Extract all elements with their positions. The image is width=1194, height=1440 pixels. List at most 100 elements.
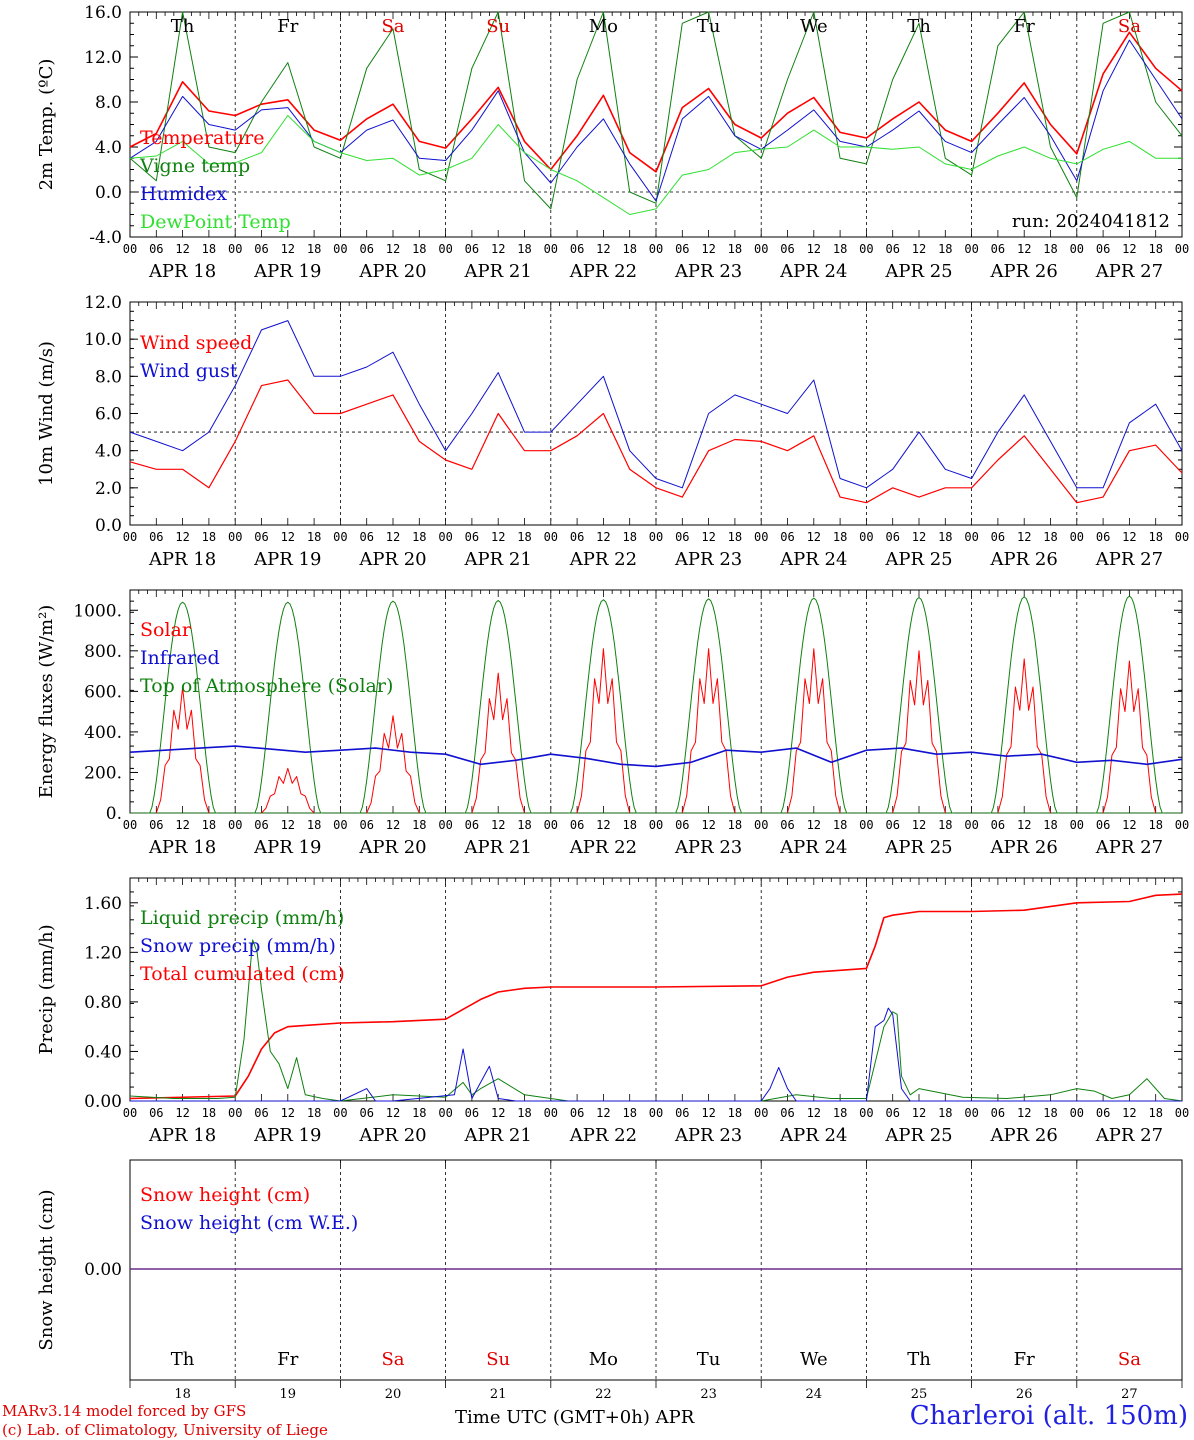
hour-tick-label: 06 [465,1106,479,1120]
series-wind-speed [129,379,1183,504]
legend-entry: Snow height (cm W.E.) [140,1212,358,1234]
hour-tick-label: 06 [570,242,584,256]
hour-tick-label: 18 [202,1106,216,1120]
hour-tick-label: 12 [1122,242,1136,256]
hour-tick-label: 06 [359,242,373,256]
series-solar [681,648,736,814]
hour-tick-label: 06 [885,242,899,256]
hour-tick-label: 00 [649,818,663,832]
hour-tick-label: 18 [202,818,216,832]
hour-tick-label: 18 [938,242,952,256]
hour-tick-label: 06 [254,818,268,832]
hour-tick-label: 18 [1043,818,1057,832]
hour-tick-label: 18 [1148,242,1162,256]
date-label: APR 22 [569,261,637,282]
series-solar [261,767,315,814]
y-tick-label: 10.0 [84,330,122,350]
wind-legend: Wind speed Wind gust [140,332,252,382]
y-tick-label: 1.20 [84,943,122,963]
y-tick-label: 0.80 [84,993,122,1013]
hour-tick-label: 06 [465,818,479,832]
hour-tick-label: 12 [807,530,821,544]
hour-tick-label: 18 [622,1106,636,1120]
precip-legend: Liquid precip (mm/h) Snow precip (mm/h) To… [140,907,345,985]
hour-tick-label: 06 [675,530,689,544]
hour-tick-label: 18 [517,1106,531,1120]
y-tick-label: 600. [84,682,122,702]
hour-tick-label: 18 [307,1106,321,1120]
day-number: 20 [385,1387,402,1402]
hour-tick-label: 00 [649,1106,663,1120]
day-number: 22 [595,1387,612,1402]
hour-tick-label: 06 [570,1106,584,1120]
series-snow-precip-mm-h- [130,1007,1182,1102]
date-label: APR 27 [1095,1125,1163,1146]
hour-tick-label: 18 [833,818,847,832]
y-tick-label: 800. [84,642,122,662]
legend-entry: Humidex [140,183,227,205]
hour-tick-label: 00 [859,242,873,256]
hour-tick-label: 00 [123,242,137,256]
y-tick-label: 0.00 [84,1092,122,1112]
plot-frame [129,301,1183,526]
energy-series [129,595,1183,814]
y-axis-title: Snow height (cm) [36,1189,57,1350]
hour-tick-label: 00 [754,1106,768,1120]
hour-tick-label: 12 [175,530,189,544]
day-number: 26 [1016,1387,1033,1402]
hour-tick-label: 06 [359,818,373,832]
y-axis-title: Precip (mm/h) [36,924,57,1054]
y-tick-label: 12.0 [84,293,122,313]
y-axis-title: 2m Temp. (ºC) [36,59,57,191]
day-name-top: We [800,16,828,37]
series-solar [155,686,210,814]
hour-tick-label: 00 [964,818,978,832]
date-label: APR 22 [569,837,637,858]
hour-tick-label: 12 [701,818,715,832]
hour-tick-label: 18 [517,242,531,256]
hour-tick-label: 12 [281,530,295,544]
date-label: APR 22 [569,549,637,570]
day-name-top: Sa [1118,16,1141,37]
hour-tick-label: 18 [202,242,216,256]
hour-tick-label: 00 [333,242,347,256]
date-label: APR 25 [884,837,952,858]
hour-tick-label: 00 [1070,242,1084,256]
hour-tick-label: 18 [1148,818,1162,832]
date-label: APR 21 [464,837,532,858]
series-top-of-atmosphere [1094,595,1165,814]
day-name-bottom: Tu [697,1349,721,1370]
series-humidex [129,39,1183,202]
date-label: APR 18 [148,837,216,858]
day-name-top: Tu [697,16,721,37]
hour-tick-label: 18 [833,242,847,256]
series-vigne-temp [129,11,1183,210]
hour-tick-label: 00 [228,1106,242,1120]
day-name-bottom: Fr [1014,1349,1035,1370]
date-label: APR 23 [674,1125,742,1146]
hour-tick-label: 18 [412,818,426,832]
series-wind-gust [129,320,1183,489]
hour-tick-label: 00 [228,530,242,544]
day-number: 21 [490,1387,507,1402]
hour-tick-label: 00 [228,818,242,832]
day-name-top: Fr [1014,16,1035,37]
hour-tick-label: 06 [991,818,1005,832]
hour-tick-label: 12 [281,242,295,256]
date-label: APR 19 [253,261,321,282]
day-name-bottom: Su [486,1349,510,1370]
y-tick-label: -4.0 [89,228,122,248]
date-label: APR 26 [990,549,1058,570]
date-label: APR 26 [990,837,1058,858]
hour-tick-label: 18 [517,530,531,544]
hour-tick-label: 06 [991,242,1005,256]
hour-tick-label: 12 [596,818,610,832]
hour-tick-label: 18 [412,1106,426,1120]
legend-entry: Vigne temp [139,155,250,177]
date-label: APR 23 [674,837,742,858]
hour-tick-label: 18 [833,1106,847,1120]
date-label: APR 24 [779,837,847,858]
legend-entry: Infrared [140,647,220,669]
hour-tick-label: 12 [1017,530,1031,544]
